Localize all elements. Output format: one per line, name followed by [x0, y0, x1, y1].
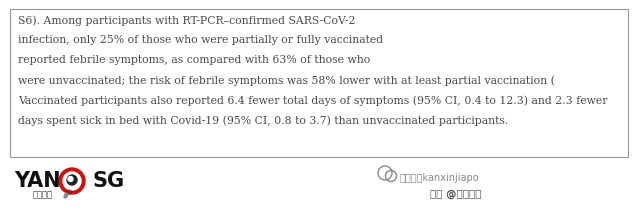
FancyArrowPatch shape: [65, 194, 67, 197]
FancyBboxPatch shape: [10, 9, 628, 157]
Text: infection, only 25% of those who were partially or fully vaccinated: infection, only 25% of those who were pa…: [18, 35, 383, 45]
Text: Vaccinated participants also reported 6.4 fewer total days of symptoms (95% CI, : Vaccinated participants also reported 6.…: [18, 95, 607, 106]
Text: 新加坡眼: 新加坡眼: [33, 190, 53, 199]
Text: were unvaccinated; the risk of febrile symptoms was 58% lower with at least part: were unvaccinated; the risk of febrile s…: [18, 75, 555, 86]
Text: 头条 @新加坡眼: 头条 @新加坡眼: [430, 189, 481, 199]
Text: YAN: YAN: [14, 171, 61, 191]
Circle shape: [68, 177, 73, 182]
Text: reported febrile symptoms, as compared with 63% of those who: reported febrile symptoms, as compared w…: [18, 55, 371, 65]
Text: ®: ®: [66, 190, 73, 196]
Circle shape: [63, 172, 81, 190]
Circle shape: [67, 175, 77, 185]
Text: SG: SG: [92, 171, 124, 191]
Text: days spent sick in bed with Covid-19 (95% CI, 0.8 to 3.7) than unvaccinated part: days spent sick in bed with Covid-19 (95…: [18, 115, 508, 125]
Text: S6). Among participants with RT-PCR–confirmed SARS-CoV-2: S6). Among participants with RT-PCR–conf…: [18, 15, 355, 26]
Text: 微信号：kanxinjiapo: 微信号：kanxinjiapo: [400, 173, 479, 183]
Circle shape: [59, 168, 85, 194]
